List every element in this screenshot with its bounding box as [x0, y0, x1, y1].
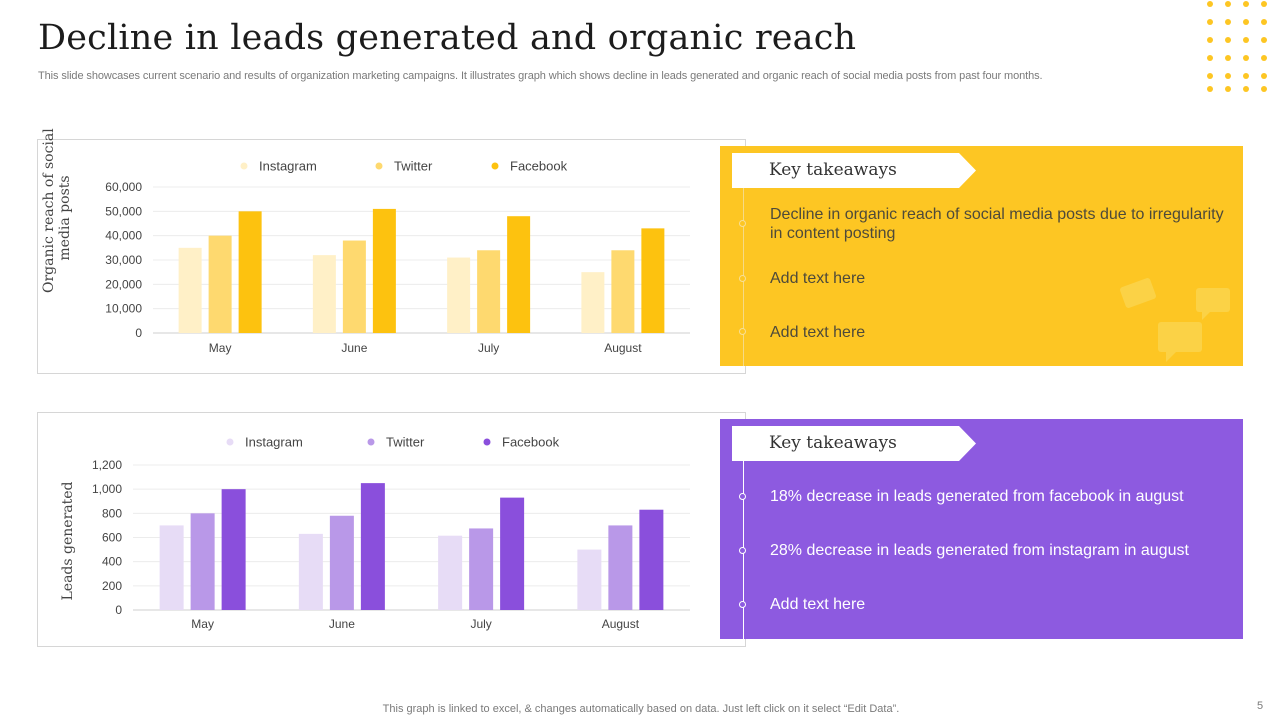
legend-marker-twitter — [367, 438, 375, 446]
y-tick-label: 0 — [135, 326, 142, 340]
takeaway-point: Decline in organic reach of social media… — [770, 206, 1224, 242]
bar-twitter-august[interactable] — [611, 250, 635, 333]
legend-marker-instagram — [240, 162, 248, 170]
key-takeaways-heading: Key takeaways — [769, 433, 897, 453]
bar-instagram-july[interactable] — [438, 535, 463, 610]
timeline-dot — [739, 220, 746, 227]
timeline-dot — [739, 328, 746, 335]
bar-twitter-may[interactable] — [208, 235, 232, 333]
bar-facebook-july[interactable] — [507, 216, 531, 333]
x-category-label: August — [604, 341, 642, 355]
footer-note: This graph is linked to excel, & changes… — [0, 703, 1280, 715]
bar-facebook-may[interactable] — [238, 211, 262, 333]
x-category-label: August — [602, 617, 640, 631]
timeline-dot — [739, 493, 746, 500]
y-tick-label: 60,000 — [105, 180, 142, 194]
organic-reach-chart-panel[interactable]: 0 10,000 20,000 30,000 40,000 50,000 60,000 May… — [37, 128, 746, 374]
y-axis-title-line-1: Leads generated — [60, 481, 76, 601]
leads-generated-chart-panel[interactable]: 0 200 400 600 800 1,000 1,200 May June July August… — [37, 412, 746, 647]
bar-twitter-june[interactable] — [342, 240, 366, 333]
y-tick-label: 0 — [115, 603, 122, 617]
legend-label-twitter[interactable]: Twitter — [394, 159, 433, 174]
key-takeaways-tag: Key takeaways — [732, 153, 976, 188]
page-number: 5 — [1257, 700, 1264, 712]
bar-instagram-august[interactable] — [577, 549, 602, 610]
bar-instagram-june[interactable] — [298, 533, 323, 610]
decorative-dot-grid — [1207, 1, 1267, 92]
bar-twitter-may[interactable] — [190, 513, 215, 610]
legend-marker-facebook — [483, 438, 491, 446]
legend-label-instagram[interactable]: Instagram — [245, 435, 303, 450]
takeaway-point: Add text here — [770, 324, 866, 341]
bar-facebook-june[interactable] — [360, 483, 385, 610]
leads-generated-chart[interactable]: 0 200 400 600 800 1,000 1,200 May June July August… — [38, 413, 745, 648]
y-tick-label: 400 — [102, 555, 122, 569]
legend-label-twitter[interactable]: Twitter — [386, 435, 425, 450]
y-tick-label: 40,000 — [105, 229, 142, 243]
bar-facebook-june[interactable] — [372, 208, 396, 333]
bar-twitter-july[interactable] — [469, 528, 494, 610]
legend-marker-instagram — [226, 438, 234, 446]
organic-reach-chart[interactable]: 0 10,000 20,000 30,000 40,000 50,000 60,000 May… — [38, 140, 745, 373]
bar-facebook-july[interactable] — [500, 497, 525, 610]
key-takeaways-heading: Key takeaways — [769, 160, 897, 180]
bar-instagram-august[interactable] — [581, 272, 605, 333]
bar-instagram-may[interactable] — [178, 247, 202, 333]
legend-label-instagram[interactable]: Instagram — [259, 159, 317, 174]
x-category-label: June — [341, 341, 367, 355]
bar-twitter-july[interactable] — [477, 250, 501, 333]
x-category-label: May — [191, 617, 214, 631]
leads-y-axis-title: Leads generated — [60, 466, 76, 616]
takeaway-point: Add text here — [770, 596, 866, 613]
footer-text: This graph is linked to excel, & changes… — [382, 703, 900, 715]
tag-arrow-shape — [732, 426, 976, 461]
y-tick-label: 30,000 — [105, 253, 142, 267]
leads-takeaways-box: Key takeaways 18% decrease in leads gene… — [720, 419, 1243, 639]
y-tick-label: 50,000 — [105, 204, 142, 218]
bar-instagram-june[interactable] — [312, 255, 336, 333]
y-axis-title-line-2: media posts — [57, 175, 73, 261]
legend-marker-facebook — [491, 162, 499, 170]
y-tick-label: 20,000 — [105, 277, 142, 291]
legend-label-facebook[interactable]: Facebook — [510, 159, 568, 174]
bar-instagram-july[interactable] — [447, 257, 471, 333]
x-category-label: July — [470, 617, 491, 631]
y-tick-label: 1,000 — [92, 482, 122, 496]
takeaway-point: 28% decrease in leads generated from ins… — [770, 542, 1189, 559]
tag-arrow-shape — [732, 153, 976, 188]
y-tick-label: 200 — [102, 579, 122, 593]
x-category-label: July — [478, 341, 499, 355]
key-takeaways-tag: Key takeaways — [732, 426, 976, 461]
bar-facebook-august[interactable] — [639, 509, 664, 610]
takeaway-point: 18% decrease in leads generated from fac… — [770, 488, 1184, 505]
y-tick-label: 1,200 — [92, 458, 122, 472]
legend-label-facebook[interactable]: Facebook — [502, 435, 560, 450]
page-subtitle: This slide showcases current scenario an… — [38, 70, 1043, 82]
chat-bubbles-icon — [1120, 278, 1230, 362]
x-category-label: June — [329, 617, 355, 631]
y-tick-label: 10,000 — [105, 302, 142, 316]
bar-twitter-august[interactable] — [608, 525, 633, 610]
bar-instagram-may[interactable] — [159, 525, 184, 610]
timeline-dot — [739, 601, 746, 608]
y-tick-label: 600 — [102, 531, 122, 545]
bar-facebook-august[interactable] — [641, 228, 665, 333]
y-tick-label: 800 — [102, 506, 122, 520]
takeaway-point: Add text here — [770, 270, 866, 287]
organic-reach-y-axis-title: Organic reach of social media posts — [41, 128, 73, 293]
x-category-label: May — [209, 341, 232, 355]
timeline-dot — [739, 275, 746, 282]
legend-marker-twitter — [375, 162, 383, 170]
page-title: Decline in leads generated and organic r… — [38, 18, 857, 58]
organic-reach-takeaways-box: Key takeaways Decline in organic reach o… — [720, 146, 1243, 366]
bar-twitter-june[interactable] — [329, 515, 354, 610]
y-axis-title-line-1: Organic reach of social — [41, 128, 57, 293]
bar-facebook-may[interactable] — [221, 489, 246, 610]
timeline-dot — [739, 547, 746, 554]
